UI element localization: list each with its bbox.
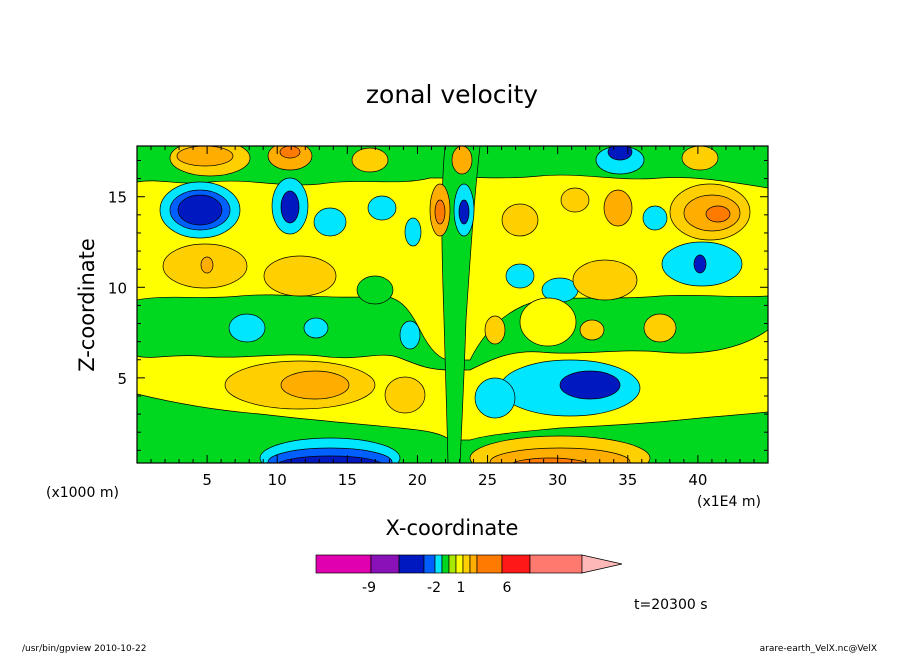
colorbar-segment xyxy=(469,554,478,574)
y-axis-label: Z-coordinate xyxy=(75,238,99,372)
cyan-cell-upper-a xyxy=(313,207,347,237)
colorbar-segment xyxy=(441,554,450,574)
y-tick-label: 15 xyxy=(108,189,127,207)
colorbar-segment xyxy=(501,554,531,574)
colorbar-segment xyxy=(398,554,425,574)
x-tick-label: 40 xyxy=(688,471,707,489)
time-annotation: t=20300 s xyxy=(634,597,708,613)
colorbar-segment xyxy=(448,554,457,574)
x-tick-label: 30 xyxy=(548,471,567,489)
colorbar-segment xyxy=(423,554,436,574)
cyan-cell-mid-a xyxy=(228,313,266,343)
x-tick-label: 10 xyxy=(268,471,287,489)
axis-ticks: 5 10 15 20 25 30 35 40 5 10 15 xyxy=(108,146,768,489)
x-tick-label: 35 xyxy=(618,471,637,489)
colorbar-segment xyxy=(370,554,400,574)
colorbar-arrow xyxy=(581,554,623,574)
y-tick-label: 5 xyxy=(117,370,127,388)
colorbar-segment xyxy=(462,554,471,574)
colorbar-segment xyxy=(455,554,464,574)
y-tick-label: 10 xyxy=(108,279,127,297)
colorbar-label-1: 1 xyxy=(457,580,466,596)
x-tick-label: 15 xyxy=(338,471,357,489)
footer-right: arare-earth_VelX.nc@VelX xyxy=(760,644,877,654)
colorbar-label-neg9: -9 xyxy=(362,580,376,596)
plot-frame xyxy=(136,145,769,464)
chart-title: zonal velocity xyxy=(366,80,538,109)
colorbar-segment xyxy=(315,554,372,574)
x-tick-label: 25 xyxy=(478,471,497,489)
cyan-cell-upper-b xyxy=(367,195,397,221)
colorbar-segment xyxy=(476,554,503,574)
y-unit-note: (x1000 m) xyxy=(46,485,119,501)
colorbar xyxy=(315,554,623,574)
x-unit-note: (x1E4 m) xyxy=(697,494,761,510)
x-axis-label: X-coordinate xyxy=(386,516,519,540)
colorbar-segment xyxy=(434,554,443,574)
colorbar-label-6: 6 xyxy=(503,580,512,596)
footer-left: /usr/bin/gpview 2010-10-22 xyxy=(22,644,146,654)
colorbar-label-neg2: -2 xyxy=(427,580,441,596)
x-tick-label: 5 xyxy=(202,471,212,489)
cyan-cell-upper-c xyxy=(404,217,422,247)
x-tick-label: 20 xyxy=(408,471,427,489)
contour-field xyxy=(137,146,768,463)
colorbar-segment xyxy=(529,554,583,574)
